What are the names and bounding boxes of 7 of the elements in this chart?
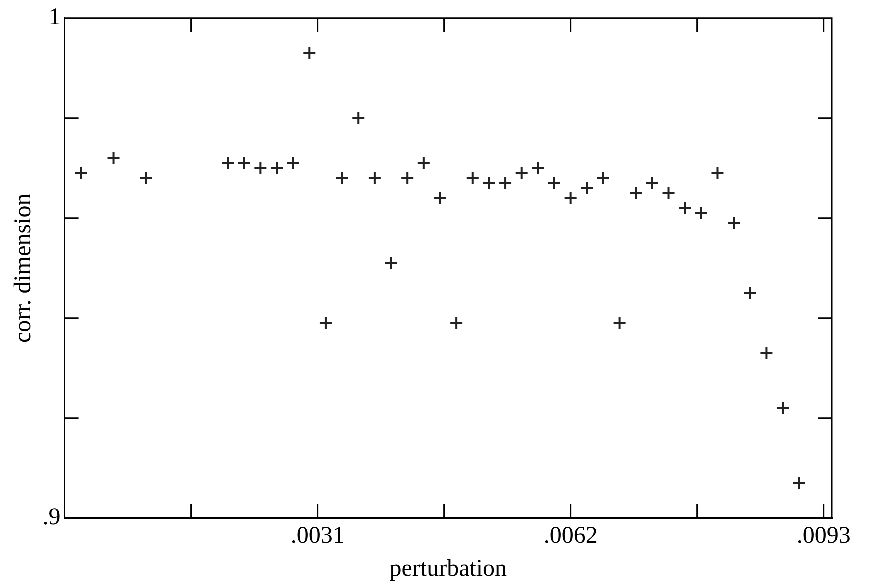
x-tick-label: .0031 [290, 523, 345, 550]
x-tick-label: .0062 [544, 523, 598, 550]
x-axis-title: perturbation [390, 556, 508, 582]
y-axis-title: corr. dimension [10, 194, 37, 344]
y-tick-label: .9 [42, 504, 61, 531]
y-tick-label: 1 [48, 4, 61, 31]
x-tick-label: .0093 [796, 523, 851, 550]
